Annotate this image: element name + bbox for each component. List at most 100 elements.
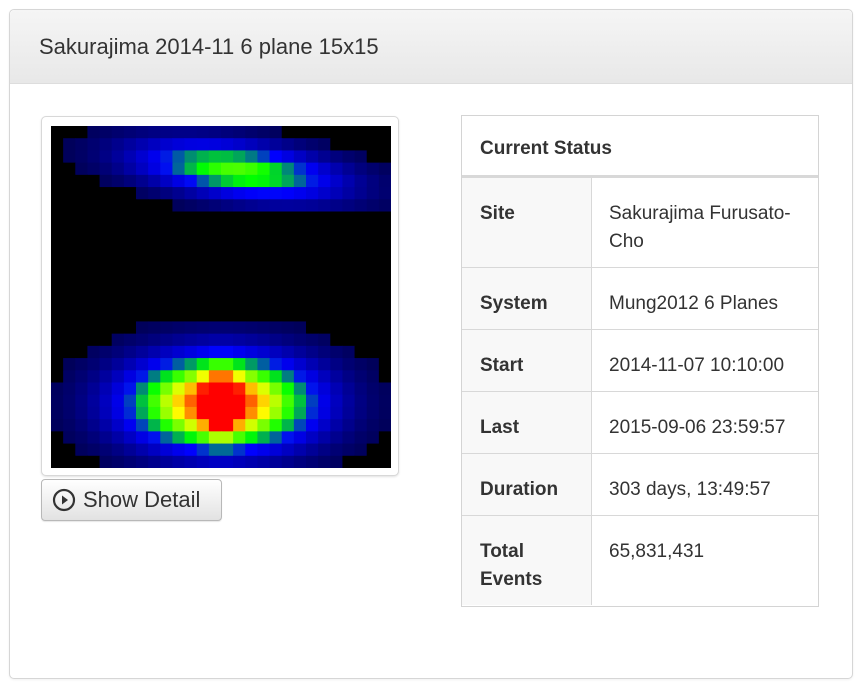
heatmap-cell xyxy=(87,358,101,371)
heatmap-cell xyxy=(136,211,149,225)
heatmap-cell xyxy=(378,272,391,286)
heatmap-cell xyxy=(269,394,283,408)
heatmap-cell xyxy=(378,345,391,359)
show-detail-label: Show Detail xyxy=(83,487,201,512)
heatmap-cell xyxy=(51,126,64,139)
heatmap-cell xyxy=(51,443,64,457)
heatmap-cell xyxy=(172,235,186,249)
heatmap-cell xyxy=(245,455,259,468)
heatmap-cell xyxy=(342,382,356,396)
heatmap-cell xyxy=(148,150,161,164)
heatmap-cell xyxy=(51,406,64,420)
heatmap-cell xyxy=(148,235,161,249)
heatmap-cell xyxy=(208,235,222,249)
heatmap-cell xyxy=(306,431,319,445)
heatmap-cell xyxy=(196,358,210,371)
heatmap-cell xyxy=(257,297,271,310)
heatmap-cell xyxy=(233,309,246,323)
heatmap-cell xyxy=(354,162,368,176)
heatmap-cell xyxy=(208,309,222,323)
heatmap-thumbnail[interactable] xyxy=(41,116,399,476)
heatmap-cell xyxy=(208,455,222,468)
heatmap-cell xyxy=(378,431,391,445)
heatmap-cell xyxy=(293,235,307,249)
heatmap-cell xyxy=(75,455,89,468)
heatmap-cell xyxy=(318,370,331,384)
heatmap-cell xyxy=(281,358,295,371)
heatmap-cell xyxy=(221,419,234,432)
heatmap-cell xyxy=(75,394,89,408)
heatmap-cell xyxy=(354,272,368,286)
heatmap-cell xyxy=(75,272,89,286)
heatmap-cell xyxy=(75,284,89,298)
heatmap-cell xyxy=(160,333,174,347)
heatmap-cell xyxy=(245,333,259,347)
heatmap-cell xyxy=(136,272,149,286)
heatmap-cell xyxy=(233,321,246,335)
status-heading-label: Current Status xyxy=(480,138,612,159)
heatmap-cell xyxy=(269,455,283,468)
heatmap-cell xyxy=(257,150,271,164)
show-detail-button[interactable]: Show Detail xyxy=(41,479,222,521)
heatmap-cell xyxy=(233,431,246,445)
heatmap-cell xyxy=(281,309,295,323)
heatmap-cell xyxy=(75,443,89,457)
heatmap-cell xyxy=(172,126,186,139)
heatmap-cell xyxy=(111,431,125,445)
heatmap-cell xyxy=(342,394,356,408)
heatmap-cell xyxy=(269,321,283,335)
heatmap-cell xyxy=(221,455,234,468)
heatmap-cell xyxy=(63,138,76,152)
heatmap-cell xyxy=(123,248,137,261)
heatmap-cell xyxy=(172,455,186,468)
heatmap-cell xyxy=(160,199,174,213)
heatmap-cell xyxy=(99,138,113,152)
heatmap-cell xyxy=(99,162,113,176)
heatmap-cell xyxy=(221,382,234,396)
heatmap-cell xyxy=(306,394,319,408)
heatmap-cell xyxy=(366,345,380,359)
heatmap-cell xyxy=(87,248,101,261)
heatmap-cell xyxy=(366,260,380,274)
heatmap-cell xyxy=(136,187,149,200)
heatmap-cell xyxy=(87,382,101,396)
heatmap-cell xyxy=(221,138,234,152)
heatmap-cell xyxy=(318,174,331,188)
heatmap-cell xyxy=(269,297,283,310)
heatmap-cell xyxy=(87,309,101,323)
heatmap-cell xyxy=(257,126,271,139)
heatmap-cell xyxy=(233,284,246,298)
heatmap-cell xyxy=(354,174,368,188)
heatmap-cell xyxy=(99,150,113,164)
heatmap-cell xyxy=(221,406,234,420)
heatmap-cell xyxy=(75,419,89,432)
heatmap-cell xyxy=(75,187,89,200)
heatmap-cell xyxy=(87,235,101,249)
heatmap-cell xyxy=(233,297,246,310)
heatmap-cell xyxy=(75,297,89,310)
heatmap-cell xyxy=(293,358,307,371)
heatmap-cell xyxy=(330,248,344,261)
heatmap-cell xyxy=(221,199,234,213)
heatmap-cell xyxy=(63,419,76,432)
heatmap-cell xyxy=(184,223,198,237)
heatmap-cell xyxy=(208,126,222,139)
heatmap-cell xyxy=(184,370,198,384)
heatmap-cell xyxy=(75,431,89,445)
heatmap-cell xyxy=(318,382,331,396)
heatmap-cell xyxy=(281,297,295,310)
heatmap-cell xyxy=(378,370,391,384)
heatmap-cell xyxy=(342,248,356,261)
run-panel: Sakurajima 2014-11 6 plane 15x15 Show De… xyxy=(9,9,853,679)
heatmap-cell xyxy=(245,358,259,371)
heatmap-cell xyxy=(342,138,356,152)
status-row-total-events: Total Events 65,831,431 xyxy=(462,516,818,605)
heatmap-cell xyxy=(75,162,89,176)
heatmap-cell xyxy=(51,455,64,468)
heatmap-cell xyxy=(318,138,331,152)
heatmap-cell xyxy=(269,223,283,237)
heatmap-cell xyxy=(342,211,356,225)
heatmap-cell xyxy=(99,394,113,408)
heatmap-cell xyxy=(184,358,198,371)
status-row-last: Last 2015-09-06 23:59:57 xyxy=(462,392,818,454)
